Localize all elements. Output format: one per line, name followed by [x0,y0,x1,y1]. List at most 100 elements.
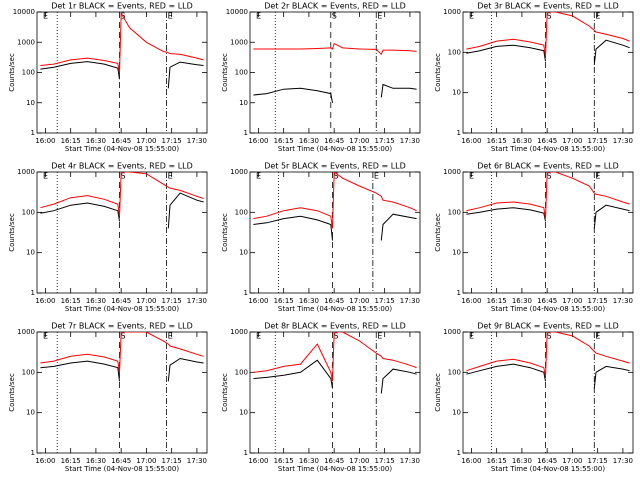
series-line [167,192,204,229]
y-axis-label: Counts/sec [434,53,442,92]
y-tick-label: 1000 [443,8,461,16]
plot-frame [36,11,208,134]
x-tick-label: 16:15 [61,137,81,145]
x-tick-label: 17:15 [162,297,182,305]
y-tick-label: 10 [239,409,248,417]
y-tick-label: 10000 [13,8,35,16]
event-label: E [256,332,261,341]
event-label: S [333,332,338,341]
x-tick-label: 17:30 [613,137,633,145]
x-tick-label: 16:00 [461,297,481,305]
x-tick-label: 17:00 [562,457,582,465]
x-tick-label: 17:30 [613,457,633,465]
series-line [40,172,204,217]
x-tick-label: 16:30 [299,137,319,145]
x-tick-label: 17:00 [349,297,369,305]
x-tick-label: 16:00 [35,457,55,465]
panel-title: Det 8r BLACK = Events, RED = LLD [264,322,406,331]
y-tick-label: 10000 [226,8,248,16]
x-tick-label: 17:30 [400,297,420,305]
series-line [40,360,120,382]
y-tick-label: 10 [452,89,461,97]
x-tick-label: 16:00 [35,297,55,305]
event-label: E [595,12,600,21]
event-label: S [332,12,337,21]
plot-frame [462,331,634,454]
series-line [167,61,204,89]
x-tick-label: 17:30 [613,297,633,305]
panel-title: Det 5r BLACK = Events, RED = LLD [264,162,406,171]
x-tick-label: 17:00 [136,297,156,305]
series-line [466,12,630,57]
event-label: E [595,172,600,181]
x-tick-label: 17:30 [187,137,207,145]
y-tick-label: 1000 [230,38,248,46]
y-tick-label: 100 [22,208,35,216]
event-label: E [168,12,173,21]
x-tick-label: 17:00 [136,457,156,465]
y-tick-label: 1 [457,129,461,137]
x-tick-label: 16:30 [299,457,319,465]
x-tick-label: 17:15 [162,137,182,145]
series-line [253,332,417,382]
panel: Det 5r BLACK = Events, RED = LLD 1 10 100 10… [221,162,421,313]
x-tick-label: 16:15 [487,297,507,305]
series-line [253,215,333,241]
y-tick-label: 1000 [17,168,35,176]
x-tick-label: 16:30 [86,297,106,305]
x-axis-label: Start Time (04-Nov-08 15:55:00) [65,465,179,473]
y-axis-label: Counts/sec [8,373,16,412]
y-tick-label: 10 [239,99,248,107]
event-label: S [546,12,551,21]
panel-title: Det 2r BLACK = Events, RED = LLD [264,2,406,11]
panel-title: Det 3r BLACK = Events, RED = LLD [477,2,619,11]
x-tick-label: 17:15 [588,137,608,145]
x-tick-label: 17:30 [187,457,207,465]
x-tick-label: 16:45 [537,457,557,465]
x-tick-label: 17:00 [136,137,156,145]
x-tick-label: 17:15 [588,297,608,305]
plot-frame [36,331,208,454]
plot-frame [462,11,634,134]
x-axis-label: Start Time (04-Nov-08 15:55:00) [278,465,392,473]
y-tick-label: 1000 [17,38,35,46]
event-label: S [120,332,125,341]
event-label: E [168,172,173,181]
y-tick-label: 1 [244,129,248,137]
x-tick-label: 17:15 [162,457,182,465]
y-tick-label: 1000 [230,168,248,176]
x-tick-label: 16:30 [512,457,532,465]
x-tick-label: 16:00 [35,137,55,145]
series-line [466,44,546,62]
y-tick-label: 10 [452,249,461,257]
y-tick-label: 10 [452,409,461,417]
x-tick-label: 16:00 [248,457,268,465]
event-label: S [546,332,551,341]
x-axis-label: Start Time (04-Nov-08 15:55:00) [278,305,392,313]
x-tick-label: 16:15 [274,297,294,305]
y-tick-label: 1000 [230,328,248,336]
y-tick-label: 10 [26,249,35,257]
plot-frame [36,171,208,294]
y-axis-label: Counts/sec [221,373,229,412]
panel: Det 4r BLACK = Events, RED = LLD 1 10 100 10… [8,162,208,313]
y-tick-label: 100 [22,69,35,77]
y-tick-label: 10 [26,99,35,107]
panel-title: Det 7r BLACK = Events, RED = LLD [51,322,193,331]
event-label: E [168,332,173,341]
x-tick-label: 16:15 [487,137,507,145]
y-tick-label: 1000 [443,168,461,176]
y-tick-label: 1 [31,449,35,457]
event-label: E [43,172,48,181]
x-tick-label: 17:15 [375,137,395,145]
y-tick-label: 100 [235,208,248,216]
x-tick-label: 17:00 [562,137,582,145]
event-label: E [469,12,474,21]
series-line [380,83,417,98]
event-label: S [546,172,551,181]
panel: Det 6r BLACK = Events, RED = LLD 1 10 100 10… [434,162,634,313]
y-axis-label: Counts/sec [8,213,16,252]
y-tick-label: 1 [244,449,248,457]
x-tick-label: 16:30 [299,297,319,305]
